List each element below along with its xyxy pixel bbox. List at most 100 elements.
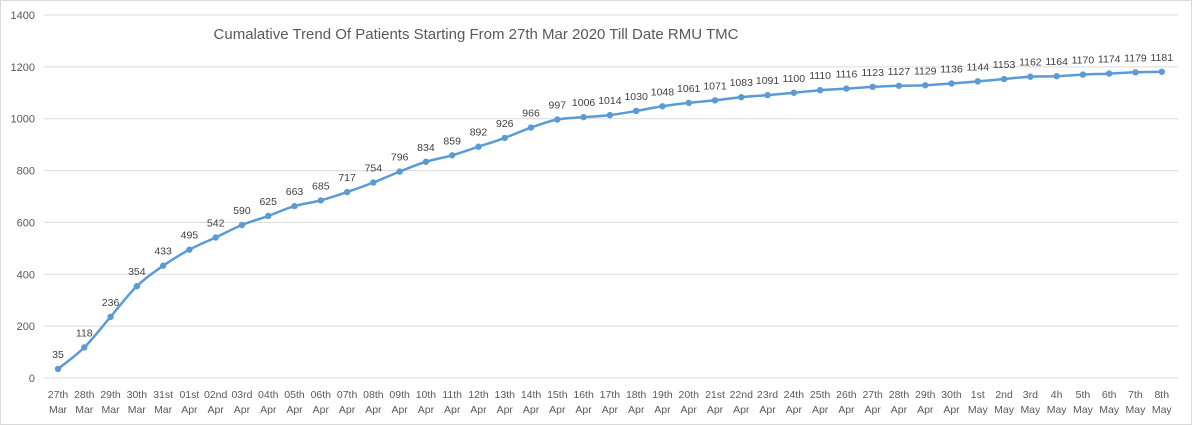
- x-tick-label-month: Apr: [286, 404, 303, 416]
- x-tick-label-month: May: [1073, 404, 1094, 416]
- x-tick-label-month: Apr: [891, 404, 908, 416]
- x-tick-label-day: 5th: [1076, 389, 1091, 401]
- x-tick-label-month: May: [1099, 404, 1120, 416]
- data-label: 1174: [1098, 54, 1121, 66]
- data-label: 1030: [624, 91, 648, 103]
- x-tick-label-month: Apr: [260, 404, 277, 416]
- data-label: 1179: [1124, 52, 1147, 64]
- data-label: 118: [76, 327, 93, 339]
- x-tick-label-month: Apr: [865, 404, 882, 416]
- data-label: 542: [207, 217, 225, 229]
- data-point: [1000, 75, 1008, 83]
- x-tick-label-day: 2nd: [995, 389, 1013, 401]
- x-tick-label-month: Apr: [628, 404, 645, 416]
- data-point: [396, 168, 403, 175]
- data-label: 1162: [1019, 57, 1042, 69]
- x-tick-label-month: May: [994, 404, 1015, 416]
- data-point: [212, 234, 219, 241]
- data-label: 1127: [888, 66, 911, 78]
- y-tick-label: 1000: [11, 114, 35, 126]
- data-label: 354: [128, 266, 146, 278]
- y-tick-label: 400: [17, 269, 35, 281]
- data-point: [107, 313, 114, 321]
- x-tick-label-day: 18th: [626, 389, 647, 401]
- data-point: [422, 158, 430, 165]
- x-tick-label-month: Apr: [733, 404, 750, 416]
- data-point: [291, 202, 298, 210]
- x-tick-label-month: Apr: [759, 404, 776, 416]
- x-tick-label-day: 14th: [521, 389, 542, 401]
- data-point: [869, 83, 876, 91]
- data-label: 717: [338, 172, 356, 184]
- data-point: [449, 152, 456, 159]
- x-tick-label-day: 25th: [810, 389, 831, 401]
- data-label: 1170: [1072, 55, 1095, 67]
- chart-title: Cumalative Trend Of Patients Starting Fr…: [214, 26, 739, 43]
- x-tick-label-month: Apr: [707, 404, 724, 416]
- data-label: 1048: [651, 86, 675, 98]
- x-tick-label-day: 08th: [363, 389, 384, 401]
- x-tick-label-day: 26th: [836, 389, 857, 401]
- y-tick-label: 200: [17, 321, 35, 333]
- data-point: [790, 89, 798, 96]
- x-tick-label-month: Apr: [943, 404, 960, 416]
- x-tick-label-month: Apr: [418, 404, 435, 416]
- data-label: 1136: [940, 63, 963, 75]
- x-tick-label-day: 29th: [915, 389, 936, 401]
- data-point: [685, 99, 692, 107]
- x-tick-label-day: 20th: [679, 389, 700, 401]
- x-tick-label-month: Apr: [339, 404, 356, 416]
- x-tick-label-day: 09th: [389, 389, 410, 401]
- y-tick-label: 0: [29, 373, 35, 385]
- data-point: [659, 103, 666, 110]
- x-tick-label-day: 11th: [442, 389, 462, 401]
- x-tick-label-day: 7th: [1128, 389, 1143, 401]
- data-point: [1079, 71, 1087, 78]
- x-tick-label-day: 30th: [127, 389, 148, 401]
- data-label: 1144: [967, 61, 990, 73]
- data-point: [554, 116, 561, 123]
- x-tick-label-month: Apr: [838, 404, 855, 416]
- data-label: 663: [286, 186, 304, 198]
- gridlines: [44, 14, 1178, 379]
- data-label: 834: [417, 142, 435, 154]
- x-tick-label-day: 05th: [284, 389, 305, 401]
- y-tick-label: 600: [17, 217, 35, 229]
- x-tick-label-day: 04th: [258, 389, 279, 401]
- x-tick-label-day: 01st: [179, 389, 199, 401]
- x-tick-label-day: 1st: [971, 389, 985, 401]
- x-tick-label-day: 8th: [1154, 389, 1169, 401]
- x-tick-label-month: Mar: [75, 404, 94, 416]
- data-label: 433: [154, 246, 172, 258]
- x-tick-label-day: 07th: [337, 389, 358, 401]
- x-tick-label-day: 21st: [705, 389, 725, 401]
- data-point: [1106, 70, 1113, 77]
- data-label: 1100: [783, 73, 806, 85]
- x-tick-label-day: 30th: [941, 389, 962, 401]
- data-point: [54, 365, 62, 373]
- y-tick-label: 1200: [11, 62, 35, 74]
- data-point: [1132, 69, 1139, 76]
- x-tick-label-day: 12th: [468, 389, 489, 401]
- x-tick-label-month: Mar: [49, 404, 68, 416]
- data-label: 997: [549, 99, 567, 111]
- x-tick-label-month: Apr: [812, 404, 829, 416]
- data-point: [974, 78, 981, 85]
- data-point: [265, 212, 272, 220]
- data-point: [711, 97, 719, 104]
- x-tick-label-day: 6th: [1102, 389, 1117, 401]
- data-label: 796: [391, 152, 409, 164]
- data-point: [238, 221, 246, 229]
- data-label: 926: [496, 118, 514, 130]
- x-tick-label-month: May: [1020, 404, 1041, 416]
- x-tick-label-month: Apr: [549, 404, 566, 416]
- x-tick-label-day: 03rd: [231, 389, 252, 401]
- data-point: [475, 143, 482, 150]
- x-tick-label-day: 28th: [889, 389, 910, 401]
- x-tick-label-day: 29th: [100, 389, 121, 401]
- x-tick-label-month: Apr: [575, 404, 592, 416]
- data-label: 1116: [835, 69, 857, 81]
- x-tick-label-month: Apr: [391, 404, 408, 416]
